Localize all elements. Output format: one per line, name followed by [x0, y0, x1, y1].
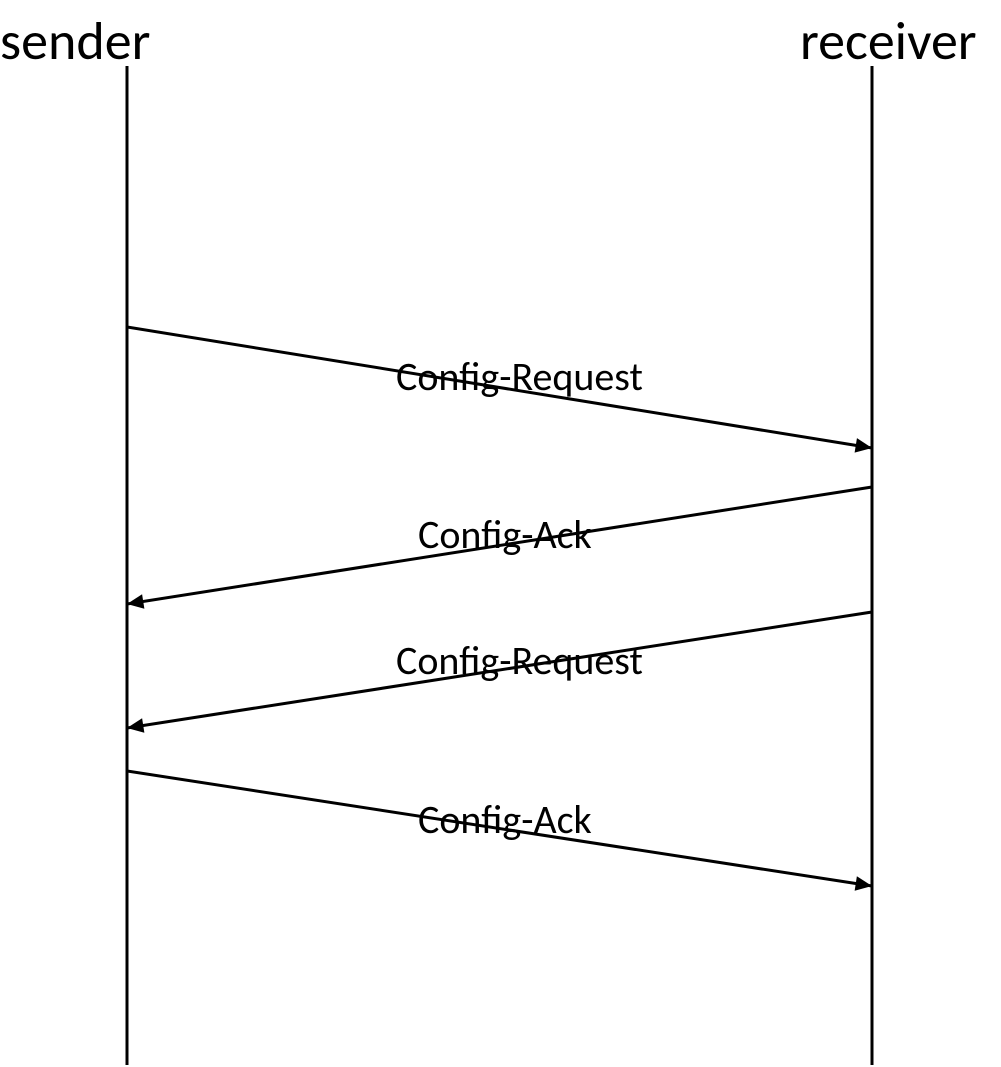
- sequence-diagram-svg: [0, 0, 1001, 1067]
